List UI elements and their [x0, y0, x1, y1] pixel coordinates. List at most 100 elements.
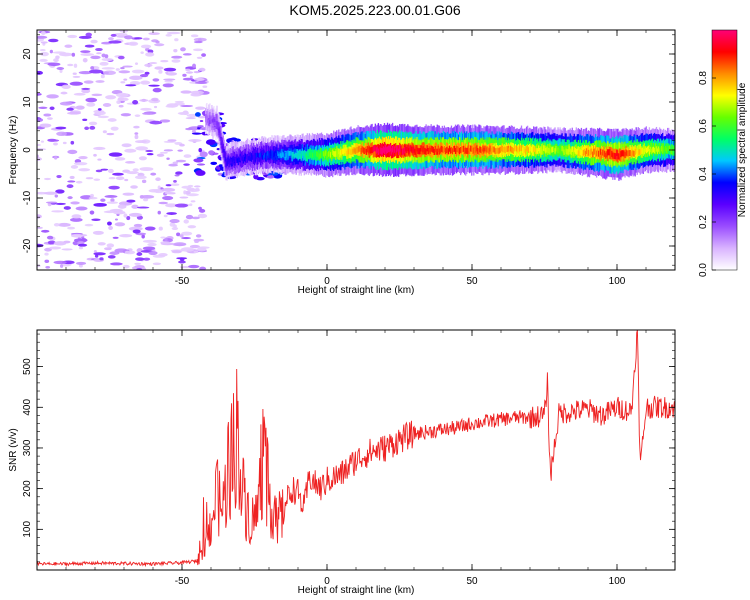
spectrogram-noise-blob: [167, 139, 177, 142]
spectrogram-ridge-cell: [508, 147, 510, 154]
spectrogram-ridge-cell: [595, 150, 598, 157]
spectrogram-noise-blob: [135, 146, 149, 151]
spectrogram-ridge-cell: [358, 145, 360, 152]
spectrogram-ridge-cell: [659, 147, 662, 153]
spectrogram-ridge-cell: [290, 150, 292, 156]
spectrogram-ridge-cell: [391, 145, 394, 153]
spectrogram-ridge-cell: [583, 148, 586, 155]
y-tick-label: 200: [22, 480, 33, 497]
spectrogram-noise-blob: [172, 161, 179, 165]
spectrogram-noise-blob: [159, 151, 168, 154]
spectrogram-noise-blob: [44, 252, 49, 256]
spectrogram-ridge-cell: [485, 147, 487, 154]
spectrogram-ridge-cell: [230, 159, 232, 164]
spectrogram-noise-blob: [124, 250, 136, 255]
spectrogram-ridge-cell: [415, 146, 417, 153]
spectrogram-ridge-cell: [257, 153, 260, 158]
spectrogram-ridge-cell: [661, 147, 664, 153]
spectrogram-ridge-cell: [241, 156, 244, 161]
spectrogram-ridge-cell: [652, 146, 655, 153]
spectrogram-noise-blob: [89, 125, 96, 130]
spectrogram-noise-blob: [78, 168, 91, 172]
spectrogram-ridge-cell: [506, 146, 508, 152]
spectrogram-noise-blob: [70, 165, 79, 169]
spectrogram-noise-blob: [175, 159, 187, 163]
spectrogram-noise-blob: [55, 126, 67, 130]
spectrogram-ridge-cell: [245, 154, 248, 160]
spectrogram-ridge-cell: [476, 145, 478, 152]
spectrogram-ridge-cell: [576, 148, 578, 155]
spectrogram-noise-blob: [165, 203, 178, 208]
spectrogram-noise-blob: [70, 201, 80, 205]
spectrogram-noise-blob: [190, 34, 199, 38]
spectrogram-ridge-cell: [398, 148, 400, 156]
spectrogram-noise-blob: [166, 157, 170, 160]
spectrogram-noise-blob: [52, 51, 66, 54]
spectrogram-noise-blob: [67, 111, 81, 115]
spectrogram-noise-blob: [140, 44, 152, 49]
spectrogram-ridge-cell: [613, 152, 615, 159]
y-tick-label: 20: [22, 48, 33, 60]
spectrogram-ridge-cell: [227, 157, 229, 162]
spectrogram-ridge-cell: [427, 147, 429, 155]
spectrogram-ridge-cell: [444, 148, 447, 155]
spectrogram-noise-blob: [70, 217, 83, 222]
colorbar-tick-label: 0.2: [698, 215, 709, 229]
spectrogram-ridge-cell: [589, 149, 592, 156]
spectrogram-ridge-cell: [451, 148, 454, 155]
spectrogram-ridge-cell: [317, 153, 320, 159]
spectrogram-noise-blob: [116, 100, 121, 104]
spectrogram-noise-blob: [96, 52, 102, 55]
spectrogram-ridge-cell: [448, 145, 451, 152]
spectrogram-ridge-cell: [574, 148, 576, 154]
spectrogram-ridge-cell: [397, 144, 399, 152]
spectrogram-ridge-cell: [536, 148, 538, 154]
spectrogram-noise-blob: [164, 237, 168, 242]
spectrogram-ridge-cell: [524, 148, 527, 155]
spectrogram-ridge-cell: [414, 148, 416, 155]
spectrogram-noise-blob: [140, 51, 144, 54]
spectrogram-ridge-cell: [372, 145, 374, 153]
spectrogram-ridge-cell: [607, 149, 609, 156]
spectrogram-noise-blob: [180, 90, 192, 94]
spectrogram-noise-blob: [91, 93, 103, 97]
spectrogram-noise-blob: [56, 174, 62, 179]
spectrogram-noise-blob: [168, 163, 179, 167]
spectrogram-noise-blob: [57, 222, 71, 227]
spectrogram-noise-blob: [181, 237, 191, 240]
spectrogram-ridge-cell: [482, 145, 484, 152]
spectrogram-ridge-cell: [331, 152, 333, 158]
spectrogram-ridge-cell: [334, 151, 336, 157]
spectrogram-noise-blob: [53, 223, 60, 227]
spectrogram-ridge-cell: [238, 157, 240, 162]
spectrogram-noise-blob: [112, 172, 124, 176]
spectrogram-ridge-cell: [580, 150, 583, 156]
spectrogram-ridge-cell: [280, 153, 282, 158]
spectrogram-transition-blob: [266, 175, 275, 179]
spectrogram-ridge-cell: [582, 149, 585, 156]
spectrogram-noise-blob: [83, 80, 94, 84]
spectrogram-noise-blob: [138, 156, 147, 161]
spectrogram-noise-blob: [51, 210, 64, 213]
spectrogram-ridge-cell: [396, 145, 398, 153]
spectrogram-ridge-cell: [379, 147, 382, 154]
spectrogram-ridge-cell: [433, 148, 435, 155]
spectrogram-ridge-cell: [517, 147, 520, 154]
spectrogram-noise-blob: [140, 107, 152, 111]
spectrogram-noise-blob: [97, 108, 102, 111]
spectrogram-noise-blob: [73, 92, 86, 96]
spectrogram-ridge-cell: [608, 149, 610, 156]
spectrogram-noise-blob: [192, 63, 197, 69]
spectrogram-ridge-cell: [471, 145, 473, 152]
spectrogram-ridge-cell: [268, 153, 270, 158]
spectrogram-ridge-cell: [515, 145, 518, 152]
spectrogram-noise-blob: [117, 55, 125, 60]
spectrogram-ridge-cell: [228, 158, 230, 164]
spectrogram-noise-blob: [61, 84, 71, 90]
spectrogram-noise-blob: [136, 267, 143, 270]
spectrogram-noise-blob: [84, 223, 94, 227]
spectrogram-noise-blob: [108, 225, 113, 231]
x-tick-label: -50: [175, 276, 190, 287]
spectrogram-ridge-cell: [593, 148, 596, 155]
spectrogram-noise-blob: [160, 236, 167, 239]
